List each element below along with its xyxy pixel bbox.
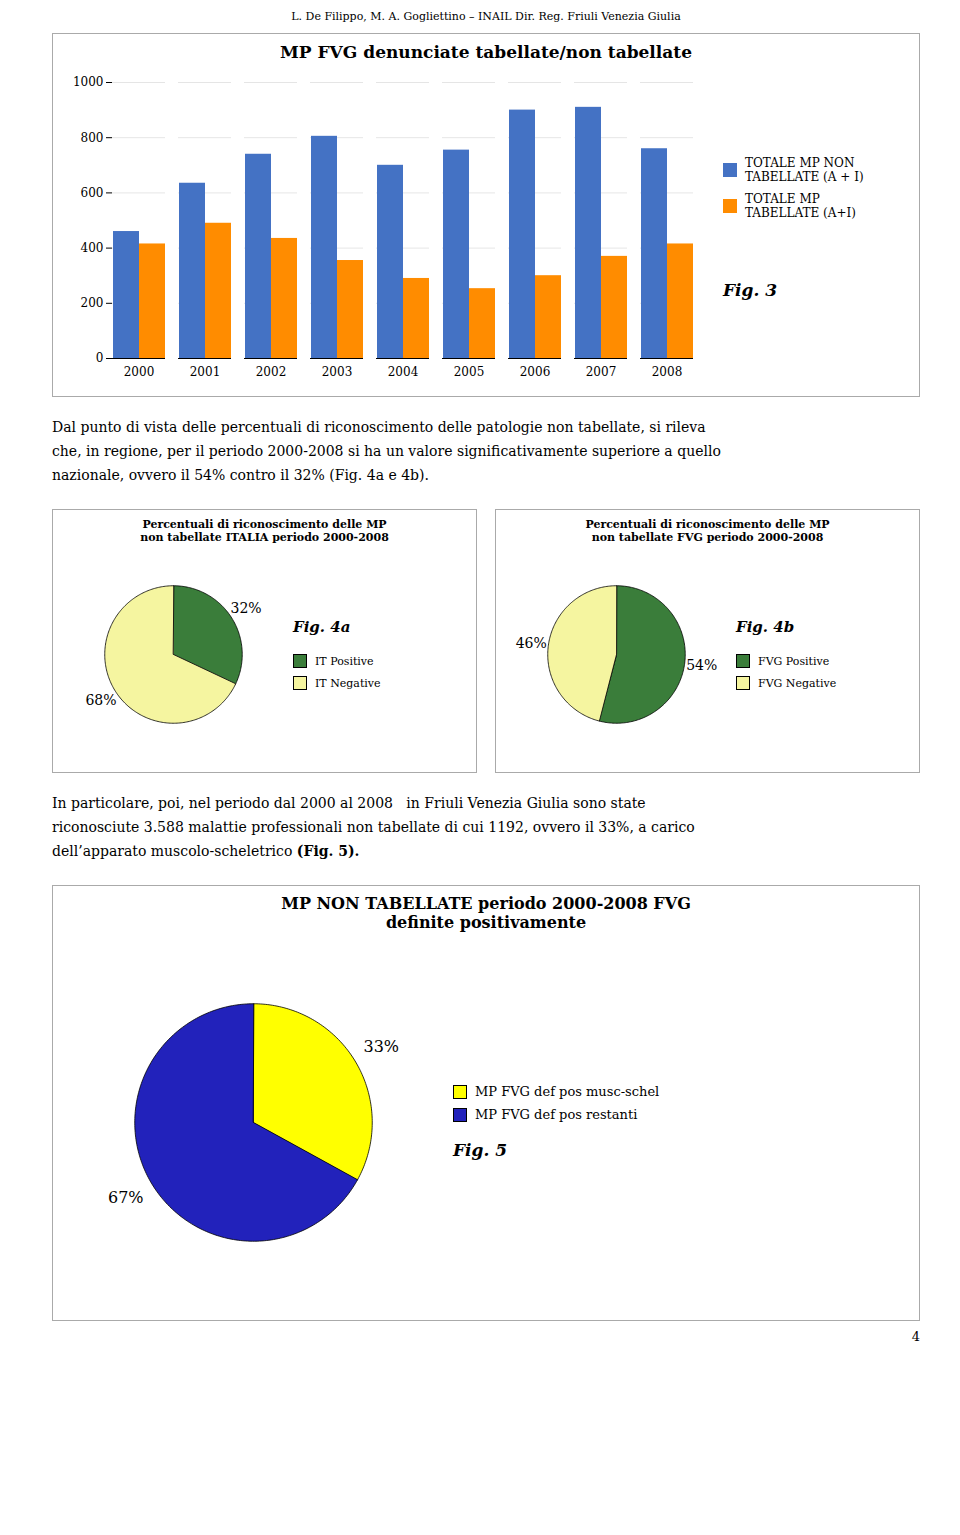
html-text:FVG Negative: FVG Negative	[758, 676, 837, 690]
svg-text:200: 200	[81, 296, 104, 310]
svg-text:68%: 68%	[85, 692, 116, 708]
svg-text:2003: 2003	[322, 365, 353, 379]
html-text:Fig. 5: Fig. 5	[453, 1140, 508, 1160]
html-text:dell’apparato muscolo-scheletr: dell’apparato muscolo-scheletrico (Fig. …	[52, 843, 360, 859]
svg-text:2000: 2000	[124, 365, 155, 379]
html-text:MP FVG def pos musc-schel: MP FVG def pos musc-schel	[475, 1084, 660, 1099]
html-text:nazionale, ovvero il 54% contr: nazionale, ovvero il 54% contro il 32% (…	[52, 467, 429, 483]
html-text:In particolare, poi, nel perio: In particolare, poi, nel periodo dal 200…	[52, 795, 646, 811]
svg-text:400: 400	[81, 241, 104, 255]
html-text:non tabellate FVG periodo 2000: non tabellate FVG periodo 2000-2008	[591, 531, 824, 544]
svg-text:800: 800	[81, 131, 104, 145]
svg-text:0: 0	[96, 351, 104, 365]
html-text:non tabellate ITALIA periodo 2: non tabellate ITALIA periodo 2000-2008	[140, 531, 389, 544]
svg-text:54%: 54%	[686, 657, 717, 673]
svg-text:1000: 1000	[73, 75, 104, 89]
html-text:Fig. 4b: Fig. 4b	[736, 618, 795, 636]
html-text:IT Negative: IT Negative	[315, 676, 381, 690]
html-text:MP FVG def pos restanti: MP FVG def pos restanti	[475, 1107, 638, 1122]
html-text:TOTALE MP TABELLATE (A+I): TOTALE MP TABELLATE (A+I)	[745, 192, 856, 220]
html-text:Fig. 4a: Fig. 4a	[293, 618, 351, 636]
html-text:4: 4	[911, 1329, 920, 1344]
html-text:L. De Filippo, M. A. Goglietti: L. De Filippo, M. A. Gogliettino – INAIL…	[291, 10, 681, 23]
html-text:MP NON TABELLATE periodo 2000-: MP NON TABELLATE periodo 2000-2008 FVG	[281, 894, 691, 913]
html-text:MP FVG denunciate tabellate/no: MP FVG denunciate tabellate/non tabellat…	[280, 42, 692, 62]
svg-text:2006: 2006	[520, 365, 551, 379]
svg-text:2005: 2005	[454, 365, 485, 379]
svg-text:600: 600	[81, 186, 104, 200]
html-text:IT Positive: IT Positive	[315, 654, 374, 668]
svg-text:2004: 2004	[388, 365, 419, 379]
svg-text:33%: 33%	[363, 1037, 399, 1056]
html-text:Percentuali di riconoscimento: Percentuali di riconoscimento delle MP	[585, 518, 830, 531]
html-text:TOTALE MP NON TABELLATE (A + I: TOTALE MP NON TABELLATE (A + I)	[745, 156, 864, 184]
html-text:che, in regione, per il period: che, in regione, per il periodo 2000-200…	[52, 443, 721, 459]
svg-text:2001: 2001	[190, 365, 221, 379]
html-text:riconosciute 3.588 malattie pr: riconosciute 3.588 malattie professional…	[52, 819, 695, 835]
html-text:definite positivamente: definite positivamente	[385, 913, 587, 932]
svg-text:2008: 2008	[652, 365, 683, 379]
svg-text:32%: 32%	[230, 600, 261, 616]
html-text:FVG Positive: FVG Positive	[758, 654, 830, 668]
html-text:Percentuali di riconoscimento: Percentuali di riconoscimento delle MP	[142, 518, 387, 531]
svg-text:67%: 67%	[108, 1188, 144, 1207]
html-text:Fig. 3: Fig. 3	[723, 280, 778, 300]
svg-text:2002: 2002	[256, 365, 287, 379]
html-text:Dal punto di vista delle perce: Dal punto di vista delle percentuali di …	[52, 419, 706, 435]
svg-text:46%: 46%	[516, 635, 547, 651]
svg-text:2007: 2007	[586, 365, 617, 379]
